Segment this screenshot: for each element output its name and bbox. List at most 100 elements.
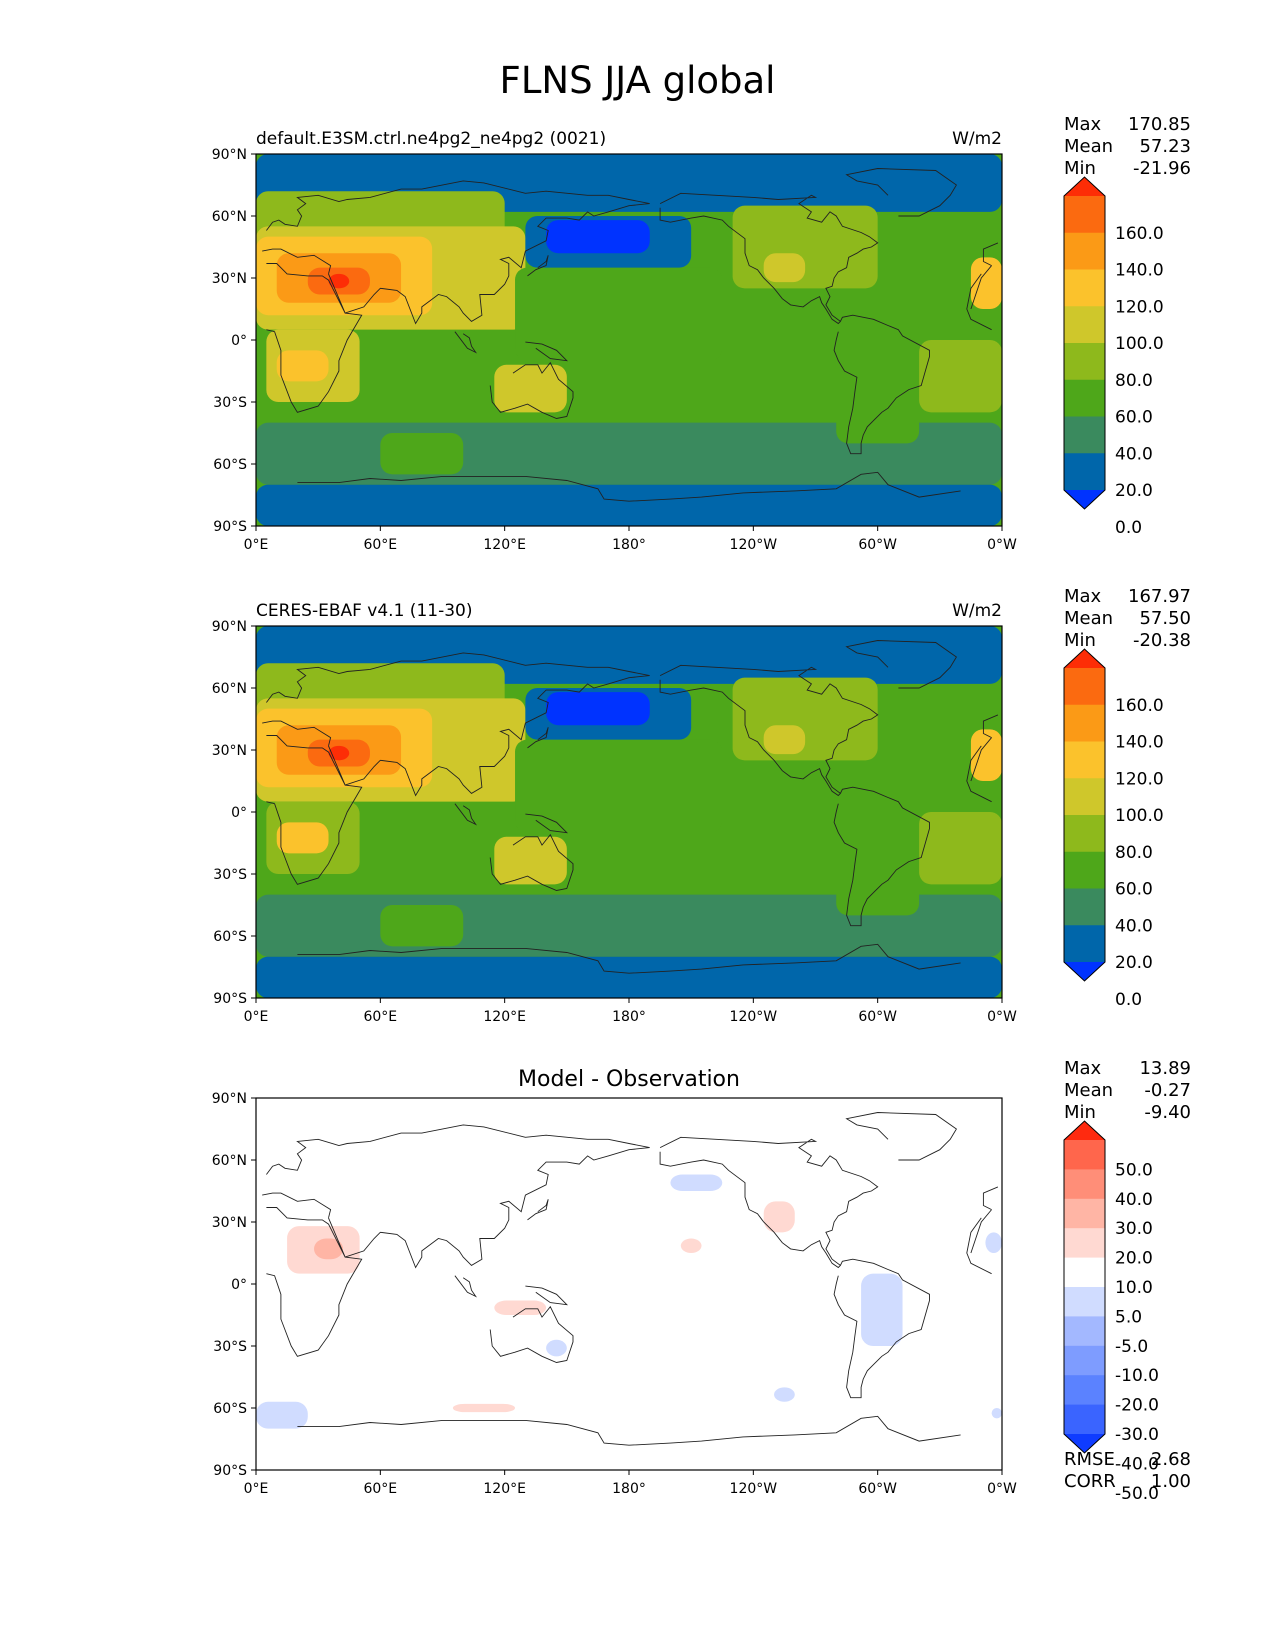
lat-tick-label: 90°N (212, 619, 247, 635)
field-cell (836, 791, 920, 916)
lon-tick-label: 0°E (244, 1009, 269, 1025)
stat-value: 13.89 (1139, 1058, 1191, 1079)
lon-tick-label: 60°E (363, 1009, 397, 1025)
colorbar-label: 100.0 (1115, 334, 1164, 354)
colorbar-label: -10.0 (1115, 1366, 1159, 1386)
colorbar-band (1064, 196, 1105, 234)
field-cell (546, 220, 650, 254)
units-label: W/m2 (952, 601, 1002, 621)
stat-value: 167.97 (1128, 586, 1191, 607)
colorbar-extend-max (1064, 649, 1105, 668)
lat-tick-label: 60°N (212, 1153, 247, 1169)
colorbar-label: 100.0 (1115, 806, 1164, 826)
stat-value: 57.23 (1139, 136, 1191, 157)
colorbar-band (1064, 1287, 1105, 1317)
colorbar-band (1064, 1345, 1105, 1376)
colorbar: 160.0 140.0 120.0 100.0 80.0 60.0 40.0 20.0 0.0 (1063, 648, 1164, 1010)
field-cell (494, 1300, 547, 1315)
lat-tick-label: 30°N (212, 1215, 247, 1231)
field-cell (452, 1403, 516, 1413)
field-cell (276, 350, 329, 382)
field-cell (256, 1401, 308, 1429)
colorbar-band (1064, 1257, 1105, 1288)
lon-tick-label: 180° (612, 537, 646, 553)
colorbar-label: 120.0 (1115, 769, 1164, 789)
panel-title: Model - Observation (518, 1067, 740, 1092)
field-cell (732, 205, 878, 289)
colorbar-label: 160.0 (1115, 224, 1164, 244)
field-cell (546, 1339, 567, 1357)
colorbar-label: 50.0 (1115, 1160, 1153, 1180)
units-label: W/m2 (952, 129, 1002, 149)
lat-tick-label: 30°N (212, 743, 247, 759)
colorbar-band (1064, 232, 1105, 270)
colorbar-outline (1063, 1120, 1106, 1454)
colorbar-label: -20.0 (1115, 1396, 1159, 1416)
field-cell (515, 739, 723, 833)
colorbar-band (1064, 851, 1105, 889)
panel-2: 90°N 60°N 30°N 0° 30°S 60°S 90°S 0°E 60°E 120°E 18… (212, 586, 1191, 1025)
stat-value: -20.38 (1133, 630, 1191, 651)
stat-value: -21.96 (1133, 158, 1191, 179)
stat-value: 2.68 (1151, 1449, 1191, 1470)
lat-tick-label: 90°S (213, 991, 247, 1007)
colorbar-band (1064, 343, 1105, 381)
field-cell (515, 267, 723, 361)
stat-label: Max (1064, 1058, 1102, 1079)
panel-1: 90°N 60°N 30°N 0° 30°S 60°S 90°S 0°E 60°E 120°E 18… (212, 114, 1191, 553)
stat-label: Mean (1064, 136, 1113, 157)
colorbar-label: 30.0 (1115, 1219, 1153, 1239)
field-cell (314, 1238, 344, 1260)
colorbar-label: 10.0 (1115, 1278, 1153, 1298)
lon-tick-label: 120°W (730, 537, 778, 553)
colorbar-band (1064, 1316, 1105, 1347)
lat-tick-label: 90°S (213, 1463, 247, 1479)
colorbar-label: 40.0 (1115, 916, 1153, 936)
colorbar-extend-min (1064, 490, 1105, 509)
field-cell (836, 319, 920, 444)
colorbar-label: 80.0 (1115, 371, 1153, 391)
lat-tick-label: 60°N (212, 209, 247, 225)
colorbar-band (1064, 1140, 1105, 1170)
field-cell (380, 905, 464, 947)
stat-label: CORR (1064, 1471, 1116, 1492)
colorbar-label: -50.0 (1115, 1484, 1159, 1504)
colorbar-band (1064, 453, 1105, 491)
lat-tick-label: 0° (231, 805, 247, 821)
colorbar-label: 20.0 (1115, 481, 1153, 501)
stat-value: -9.40 (1144, 1102, 1191, 1123)
field-cell (763, 253, 806, 283)
colorbar-band (1064, 379, 1105, 417)
field-cell (380, 433, 464, 475)
colorbar-band (1064, 1375, 1105, 1406)
lon-tick-label: 60°E (363, 537, 397, 553)
field-cell (256, 484, 1002, 526)
colorbar-band (1064, 668, 1105, 706)
lat-tick-label: 60°S (213, 929, 247, 945)
field-cell (670, 1174, 723, 1191)
colorbar-label: 140.0 (1115, 261, 1164, 281)
lon-tick-label: 120°E (483, 537, 526, 553)
field-2 (256, 626, 1002, 998)
field-3 (256, 1098, 1002, 1470)
colorbar-band (1064, 1198, 1105, 1229)
stat-label: Max (1064, 114, 1102, 135)
lon-tick-label: 120°W (730, 1481, 778, 1497)
colorbar-label: 40.0 (1115, 1190, 1153, 1210)
stat-label: Min (1064, 158, 1096, 179)
lon-tick-label: 0°E (244, 1481, 269, 1497)
colorbar-band (1064, 815, 1105, 853)
lon-tick-label: 120°E (483, 1481, 526, 1497)
colorbar-outline (1063, 648, 1106, 982)
colorbar-extend-max (1064, 1121, 1105, 1140)
field-1 (256, 154, 1002, 526)
colorbar-label: 160.0 (1115, 696, 1164, 716)
field-cell (763, 725, 806, 755)
lon-tick-label: 180° (612, 1481, 646, 1497)
lat-tick-label: 60°N (212, 681, 247, 697)
lon-tick-label: 60°E (363, 1481, 397, 1497)
lon-tick-label: 120°W (730, 1009, 778, 1025)
stat-label: Min (1064, 1102, 1096, 1123)
colorbar-label: 120.0 (1115, 297, 1164, 317)
